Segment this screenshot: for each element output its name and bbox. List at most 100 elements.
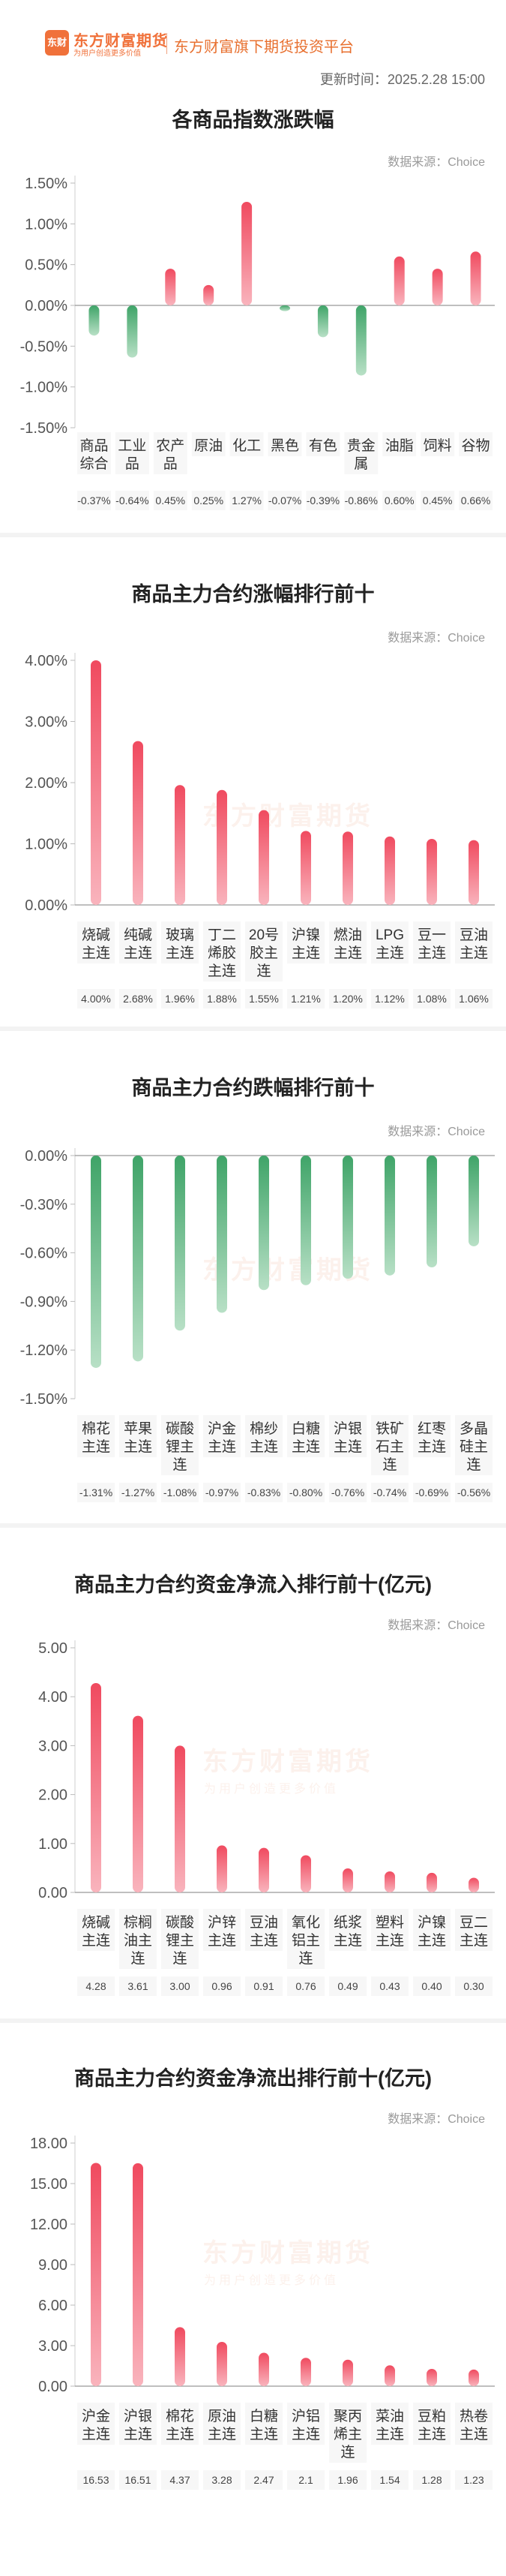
y-tick-label: 4.00% (25, 653, 67, 669)
value-label-bg (77, 989, 115, 1008)
value-label-bg (287, 1483, 325, 1502)
data-source: 数据来源：Choice (388, 1619, 485, 1632)
value-label-bg (245, 989, 283, 1008)
value-label-bg (329, 2470, 367, 2490)
category-label: 白糖 (250, 2408, 278, 2424)
value-label-bg (119, 1483, 157, 1502)
value-label-bg (371, 1483, 409, 1502)
category-label: 20号 (249, 927, 279, 943)
bar (469, 1156, 479, 1246)
category-label: 豆粕 (418, 2408, 446, 2424)
category-label: 主连 (460, 945, 488, 961)
category-label-bg (287, 1415, 325, 1457)
category-label-bg (119, 921, 157, 963)
category-label: 主连 (208, 1932, 236, 1949)
value-label-bg (459, 491, 493, 510)
category-label: 丁二 (208, 927, 236, 943)
bar (343, 2359, 353, 2386)
data-label: 4.37 (169, 2474, 190, 2486)
watermark-logo: 东方财富期货 (202, 1256, 373, 1285)
y-tick-label: -0.60% (20, 1246, 68, 1262)
data-label: 3.00 (169, 1980, 190, 1992)
y-tick-label: 2.00% (25, 775, 67, 792)
category-label: 主连 (208, 1438, 236, 1455)
data-label: 1.12% (375, 993, 405, 1005)
category-label: 品 (125, 456, 139, 472)
value-label-bg (153, 491, 187, 510)
category-label: 综合 (79, 455, 108, 472)
data-label: -0.80% (289, 1486, 322, 1498)
data-label: -0.64% (115, 494, 148, 506)
bar (469, 840, 479, 905)
category-label-bg (371, 921, 409, 963)
category-label: 主连 (208, 2426, 236, 2442)
value-label-bg (119, 2470, 157, 2490)
value-label-bg (203, 1976, 241, 1996)
bar (427, 838, 437, 905)
y-tick-label: 1.00 (38, 1836, 67, 1853)
category-label: 苹果 (124, 1420, 152, 1437)
value-label-bg (371, 1976, 409, 1996)
data-label: 0.66% (461, 494, 491, 506)
section-divider (0, 533, 506, 537)
category-label: 主连 (250, 1438, 278, 1455)
bar (280, 305, 290, 311)
data-label: 4.00% (81, 993, 111, 1005)
bar (355, 305, 367, 376)
chart-title: 商品主力合约跌幅排行前十 (131, 1077, 375, 1099)
bar (133, 741, 143, 905)
category-label-bg (371, 1415, 409, 1475)
category-label: 主连 (334, 1438, 362, 1455)
value-label-bg (455, 1976, 493, 1996)
data-source: 数据来源：Choice (388, 2113, 485, 2126)
category-label: 铝主 (292, 1932, 320, 1949)
category-label: 胶主 (250, 945, 278, 961)
category-label: 连 (340, 2444, 355, 2460)
data-label: 0.30 (463, 1980, 484, 1992)
category-label: 黑色 (271, 437, 299, 454)
value-label-bg (245, 2470, 283, 2490)
category-label: 纸浆 (334, 1914, 362, 1931)
category-label: 主连 (292, 945, 320, 961)
category-label: 主连 (334, 1932, 362, 1949)
y-tick-label: -0.50% (20, 338, 68, 355)
category-label-bg (77, 1909, 115, 1951)
category-label: 主连 (418, 945, 446, 961)
category-label: 主连 (418, 2426, 446, 2442)
category-label: 烧碱 (82, 1914, 110, 1931)
category-label: 主连 (334, 945, 362, 961)
category-label: 原油 (208, 2408, 236, 2424)
data-label: 0.45% (155, 494, 185, 506)
category-label: 沪银 (334, 1420, 362, 1437)
category-label: 棉纱 (250, 1420, 278, 1437)
data-label: 4.28 (85, 1980, 106, 1992)
watermark-tagline: 为用户创造更多价值 (204, 1783, 340, 1796)
data-label: 1.96% (165, 993, 195, 1005)
category-label-bg (203, 1909, 241, 1951)
y-tick-label: 3.00 (38, 1738, 67, 1754)
category-label-bg (77, 432, 111, 474)
y-tick-label: 0.00 (38, 2379, 67, 2395)
category-label-bg (77, 921, 115, 963)
platform-name: 东方财富旗下期货投资平台 (174, 39, 354, 56)
value-label-bg (371, 2470, 409, 2490)
category-label-bg (229, 432, 264, 456)
category-label-bg (287, 2403, 325, 2445)
category-label: 沪镍 (292, 927, 320, 943)
value-label-bg (161, 1976, 199, 1996)
category-label: 工业 (118, 437, 146, 454)
value-label-bg (115, 491, 149, 510)
category-label: 连 (172, 1950, 187, 1967)
value-label-bg (413, 1483, 451, 1502)
bar (91, 1682, 101, 1892)
y-tick-label: 0.50% (25, 257, 67, 274)
category-label: 主连 (418, 1932, 446, 1949)
category-label-bg (329, 2403, 367, 2463)
y-tick-label: -1.50% (20, 1391, 68, 1408)
value-label-bg (268, 491, 302, 510)
value-label-bg (287, 2470, 325, 2490)
category-label-bg (287, 921, 325, 963)
bar (343, 831, 353, 905)
bar (385, 1871, 395, 1892)
bar (88, 305, 100, 336)
